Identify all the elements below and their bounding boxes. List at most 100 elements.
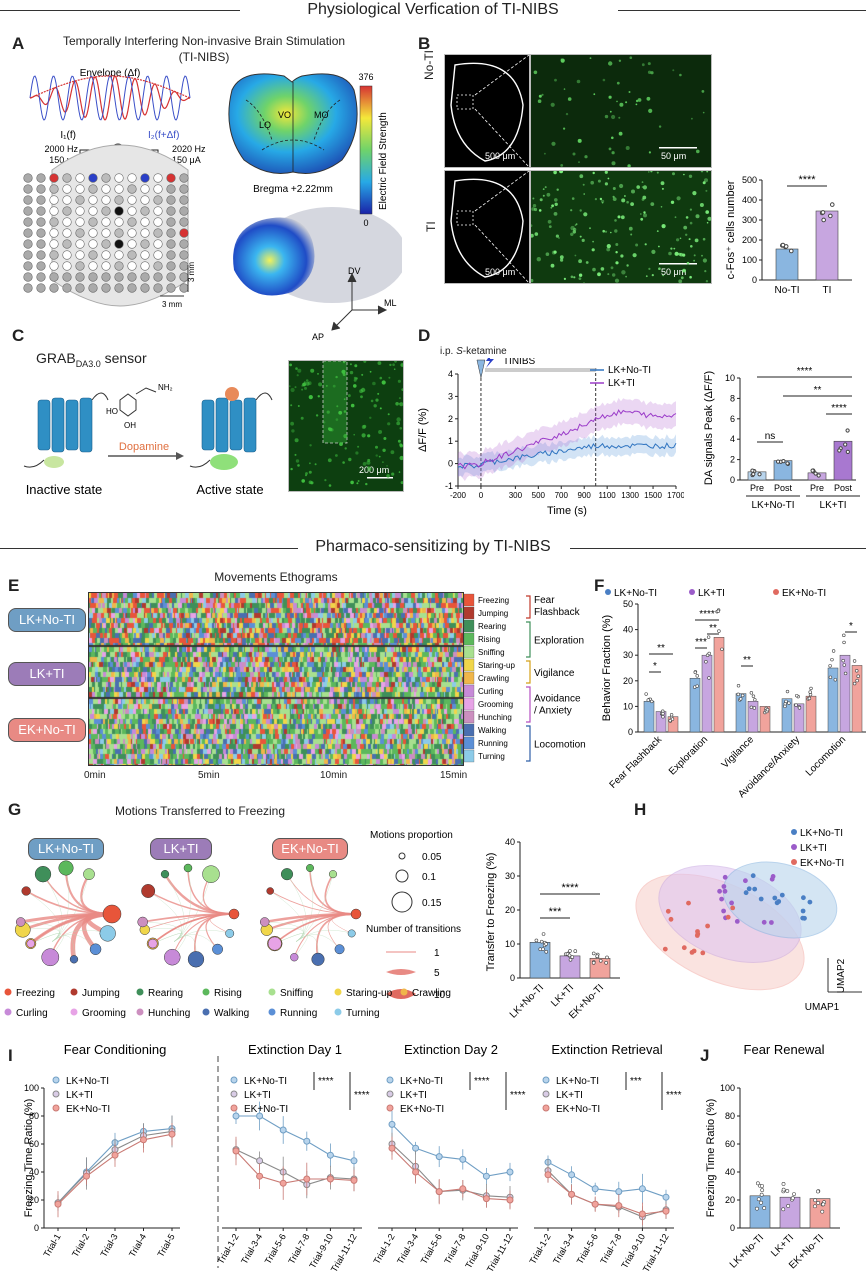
motion-node (137, 916, 148, 928)
electrode (101, 206, 111, 216)
cell-dot (560, 164, 564, 167)
cell-dot (641, 63, 645, 67)
umap-point (752, 886, 758, 892)
x-tick: LK+TI (549, 982, 576, 1009)
motion-node (187, 951, 205, 968)
y-tick: 0 (448, 459, 453, 469)
data-point (326, 1175, 334, 1183)
y-axis-label: Transfer to Freezing (%) (485, 853, 497, 972)
cell-dot (563, 277, 566, 280)
active-label: Active state (196, 482, 263, 497)
x-tick: No-TI (775, 285, 800, 296)
y-tick: 3 (448, 391, 453, 401)
behavior-fraction-chart: LK+No-TI LK+TI EK+No-TI 0 10 20 30 40 50 Behavior… (601, 588, 866, 800)
electrode (153, 173, 163, 183)
legend-label: Staring-up (346, 988, 393, 999)
panel-letter-h: H (634, 800, 647, 819)
category-label: Avoidance (534, 694, 581, 705)
cell-dot (614, 229, 618, 233)
behavior-swatch (463, 632, 475, 646)
trans-5: 5 (434, 968, 440, 979)
cell-dot (554, 198, 558, 202)
x-tick: 700 (555, 491, 569, 500)
cell-dot (699, 203, 704, 207)
data-point (759, 1192, 764, 1197)
cell-dot (616, 100, 618, 103)
cell-dot (683, 173, 685, 176)
series-line (391, 1147, 511, 1201)
data-point (670, 717, 675, 721)
cell-dot (678, 279, 683, 283)
transition-edge (174, 929, 230, 942)
data-point (54, 1200, 62, 1208)
umap-point (750, 873, 756, 879)
cell-dot (604, 114, 609, 119)
data-point (855, 669, 859, 673)
cell-dot (630, 202, 634, 206)
data-point (775, 459, 781, 464)
motion-node (290, 953, 299, 962)
data-point (538, 947, 543, 951)
data-point (595, 954, 599, 958)
scale-500-a: 500 μm (485, 151, 515, 161)
motion-node (99, 925, 116, 942)
electrode (114, 261, 124, 271)
cell-dot (538, 209, 542, 212)
g-pill-ek-noti: EK+No-TI (272, 838, 348, 860)
transition-edge (52, 929, 108, 942)
electrode (153, 261, 163, 271)
region-lo: LO (259, 120, 271, 130)
data-point (720, 647, 724, 651)
cell-dot (648, 151, 651, 154)
cell-dot (648, 267, 651, 270)
data-point (435, 1188, 443, 1196)
inactive-label: Inactive state (26, 482, 103, 497)
cell-dot (578, 273, 583, 277)
y-tick: 20 (29, 1195, 39, 1205)
electrode (36, 239, 46, 249)
y-tick: 0 (510, 973, 515, 983)
data-point (534, 938, 539, 943)
legend-dot (136, 988, 144, 996)
cell-dot (548, 225, 552, 228)
legend-label: LK+TI (608, 378, 635, 389)
data-point (541, 932, 546, 936)
cell-dot (600, 267, 605, 271)
cell-dot (641, 181, 644, 183)
electrode (101, 195, 111, 205)
electrode (153, 195, 163, 205)
bar (747, 701, 759, 733)
cell-dot (296, 374, 299, 377)
electrode (166, 184, 176, 194)
category-label: Vigilance (534, 668, 575, 679)
electrode (101, 250, 111, 260)
cell-dot (592, 240, 594, 243)
cell-dot (631, 189, 635, 194)
data-point (435, 1153, 443, 1161)
electrode (75, 272, 85, 282)
cell-dot (706, 221, 709, 224)
cell-dot (570, 232, 574, 236)
legend-label: EK+No-TI (556, 1104, 600, 1115)
motion-node (102, 904, 122, 924)
umap-point (719, 896, 724, 902)
motion-node (266, 887, 274, 895)
data-point (706, 635, 711, 639)
cell-dot (305, 381, 310, 386)
data-point (760, 1188, 765, 1193)
y-tick: 100 (24, 1083, 39, 1093)
bar (833, 440, 853, 481)
electrode (75, 228, 85, 238)
cell-dot (591, 248, 595, 252)
data-point (669, 713, 674, 717)
data-point (615, 1188, 623, 1196)
umap-point (807, 899, 813, 905)
legend-label: Curling (16, 1008, 48, 1019)
legend-dot (689, 589, 695, 595)
cell-dot (553, 212, 558, 216)
data-point (842, 633, 846, 638)
cell-dot (608, 147, 612, 151)
electrode (166, 250, 176, 260)
data-point (784, 699, 788, 704)
data-point (598, 958, 603, 963)
